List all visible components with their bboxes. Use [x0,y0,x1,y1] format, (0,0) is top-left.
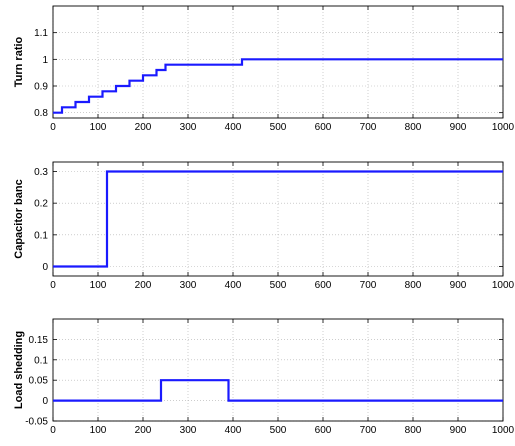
y-axis-label: Turn ratio [13,36,25,87]
x-tick-label: 300 [180,425,197,436]
x-tick-label: 0 [50,425,56,436]
x-tick-label: 900 [450,122,467,133]
y-tick-label: 1 [42,55,48,66]
y-axis-label: Load shedding [13,331,25,409]
x-tick-label: 700 [360,425,377,436]
x-tick-label: 0 [50,280,56,291]
subplot-1: 0 100 200 300 400 500 600 700 800 900 1000 0.8 0.9 1 1… [13,5,515,133]
y-tick-label: 0.1 [34,230,48,241]
y-tick-label: 1.1 [34,28,48,39]
y-axis-label: Capacitor banc [13,179,25,258]
x-tick-label: 400 [225,425,242,436]
series-line [53,170,503,268]
x-tick-label: 700 [360,280,377,291]
x-tick-label: 600 [315,280,332,291]
y-tick-label: 0.2 [34,199,48,210]
x-tick-label: 1000 [492,425,515,436]
series-line [53,58,503,114]
y-tick-label: -0.05 [25,417,48,428]
x-tick-label: 300 [180,280,197,291]
y-tick-label: 0.9 [34,82,48,93]
x-tick-label: 0 [50,122,56,133]
x-tick-label: 500 [270,122,287,133]
x-tick-label: 200 [135,425,152,436]
series-line [53,379,503,402]
y-tick-label: 0 [42,262,48,273]
subplot-3: 0 100 200 300 400 500 600 700 800 900 1000-0.0500.… [13,318,515,436]
x-tick-label: 200 [135,280,152,291]
y-tick-label: 0.05 [29,376,49,387]
axes-frame [52,161,504,277]
x-tick-label: 900 [450,280,467,291]
x-tick-label: 600 [315,122,332,133]
x-tick-label: 500 [270,425,287,436]
x-tick-label: 900 [450,425,467,436]
axes-frame [52,5,504,119]
y-tick-label: 0 [42,396,48,407]
x-tick-label: 400 [225,122,242,133]
axes-frame [52,318,504,422]
x-tick-label: 500 [270,280,287,291]
y-tick-label: 0.3 [34,167,48,178]
x-tick-label: 1000 [492,280,515,291]
x-tick-label: 600 [315,425,332,436]
y-tick-label: 0.15 [29,335,49,346]
x-tick-label: 100 [90,122,107,133]
x-tick-label: 100 [90,280,107,291]
x-tick-label: 1000 [492,122,515,133]
y-tick-label: 0.8 [34,108,48,119]
x-tick-label: 700 [360,122,377,133]
y-tick-label: 0.1 [34,355,48,366]
x-tick-label: 200 [135,122,152,133]
x-tick-label: 800 [405,280,422,291]
x-tick-label: 800 [405,122,422,133]
x-tick-label: 400 [225,280,242,291]
x-tick-label: 100 [90,425,107,436]
plot-area [53,6,503,118]
subplot-2: 0 100 200 300 400 500 600 700 800 900 1000 0 0.1 0.2 0… [13,161,515,291]
x-tick-label: 800 [405,425,422,436]
x-tick-label: 300 [180,122,197,133]
